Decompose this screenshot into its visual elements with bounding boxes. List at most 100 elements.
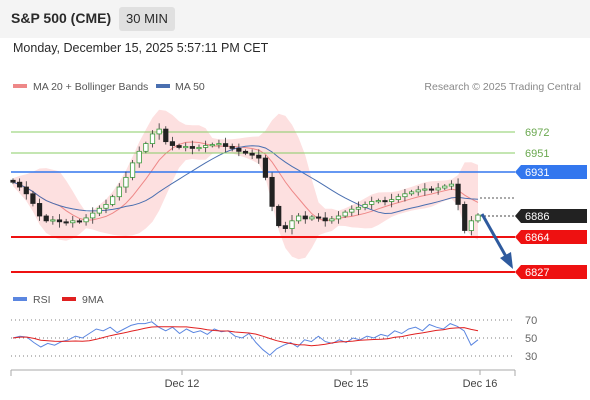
symbol-title: S&P 500 (CME) xyxy=(11,10,112,26)
candle-body xyxy=(216,143,222,146)
candle-body xyxy=(382,200,388,203)
candle-body xyxy=(355,206,362,210)
candle-body xyxy=(276,205,282,227)
level-label-6827: 6827 xyxy=(525,267,549,279)
level-label-6931: 6931 xyxy=(525,167,549,179)
candle-body xyxy=(229,146,235,149)
x-label-dec16: Dec 16 xyxy=(463,378,498,390)
candle-body xyxy=(43,215,49,222)
candle-body xyxy=(415,189,421,193)
candle-body xyxy=(83,217,89,223)
candle-body xyxy=(236,148,242,152)
rsi-tick-70: 70 xyxy=(525,315,537,327)
x-label-dec12: Dec 12 xyxy=(165,378,200,390)
research-credit: Research © 2025 Trading Central xyxy=(424,81,581,93)
candle-body xyxy=(389,199,395,202)
candle-body xyxy=(315,216,322,219)
candle-body xyxy=(442,185,448,189)
ma50-line xyxy=(12,145,479,215)
candle-body xyxy=(329,218,335,222)
candle-body xyxy=(183,146,189,149)
candle-body xyxy=(322,217,328,222)
rsi-line xyxy=(12,321,479,356)
candle-body xyxy=(36,203,43,217)
candle-body xyxy=(375,200,381,203)
candle-body xyxy=(362,204,368,208)
ma50-legend-swatch xyxy=(156,84,170,88)
candle-body xyxy=(462,204,468,231)
ma20-line xyxy=(12,141,479,222)
candle-body xyxy=(262,157,269,178)
level-tag-6864 xyxy=(515,230,587,244)
level-tag-6827 xyxy=(515,265,587,279)
candle-body xyxy=(176,145,182,148)
rsi-ma-legend-swatch xyxy=(62,297,76,301)
candle-body xyxy=(309,216,315,220)
candle-body xyxy=(302,215,308,220)
rsi-tick-30: 30 xyxy=(525,351,537,363)
forecast-arrow xyxy=(480,213,510,261)
candle-body xyxy=(76,220,83,223)
candle-body xyxy=(249,152,255,156)
candle-body xyxy=(123,176,129,188)
candle-body xyxy=(209,144,215,147)
candle-body xyxy=(116,186,122,198)
rsi-legend-label: RSI xyxy=(33,294,51,306)
interval-button[interactable]: 30 MIN xyxy=(119,7,175,31)
level-tag-6931 xyxy=(515,165,587,179)
candle-body xyxy=(163,128,169,143)
candle-body xyxy=(242,150,249,154)
rsi-tick-50: 50 xyxy=(525,333,537,345)
current-price-tag xyxy=(515,209,587,223)
candle-body xyxy=(422,188,428,191)
candle-body xyxy=(56,219,63,223)
candle-body xyxy=(395,196,401,200)
candle-body xyxy=(203,145,209,148)
candle-body xyxy=(50,219,56,222)
candle-body xyxy=(435,187,441,191)
candle-body xyxy=(156,128,162,135)
candle-body xyxy=(70,220,76,224)
candle-body xyxy=(136,150,142,164)
candle-body xyxy=(23,186,29,195)
candle-body xyxy=(335,215,342,220)
candle-body xyxy=(222,143,229,147)
level-label-6972: 6972 xyxy=(525,127,549,139)
candle-body xyxy=(428,188,435,191)
candle-body xyxy=(189,146,195,149)
candle-body xyxy=(96,207,102,214)
candle-body xyxy=(129,162,136,178)
candle-body xyxy=(448,183,455,187)
candle-body xyxy=(143,143,149,152)
candle-body xyxy=(468,220,474,231)
candle-body xyxy=(110,196,116,205)
candle-body xyxy=(282,225,288,229)
candle-body xyxy=(90,212,96,219)
candle-body xyxy=(30,193,36,204)
candle-body xyxy=(103,204,109,209)
current-price-label: 6886 xyxy=(525,211,549,223)
candle-body xyxy=(342,211,348,217)
rsi-ma-legend-label: 9MA xyxy=(82,294,104,306)
candle-body xyxy=(63,221,69,224)
candle-body xyxy=(349,208,355,213)
candlestick-series xyxy=(10,123,481,236)
rsi-ma-line xyxy=(12,326,479,347)
rsi-legend-swatch xyxy=(13,297,27,301)
timestamp: Monday, December 15, 2025 5:57:11 PM CET xyxy=(13,41,269,55)
candle-body xyxy=(269,176,275,207)
candle-body xyxy=(402,193,408,198)
candle-body xyxy=(369,201,375,205)
candle-body xyxy=(196,147,202,150)
ma20-legend-swatch xyxy=(13,84,27,88)
forecast-arrow-head xyxy=(500,252,513,269)
x-label-dec15: Dec 15 xyxy=(334,378,369,390)
candle-body xyxy=(455,183,461,205)
candle-body xyxy=(256,154,262,159)
candle-body xyxy=(296,215,302,222)
candle-body xyxy=(475,214,481,222)
candle-body xyxy=(169,141,176,146)
candle-body xyxy=(149,133,156,144)
level-label-6864: 6864 xyxy=(525,232,549,244)
